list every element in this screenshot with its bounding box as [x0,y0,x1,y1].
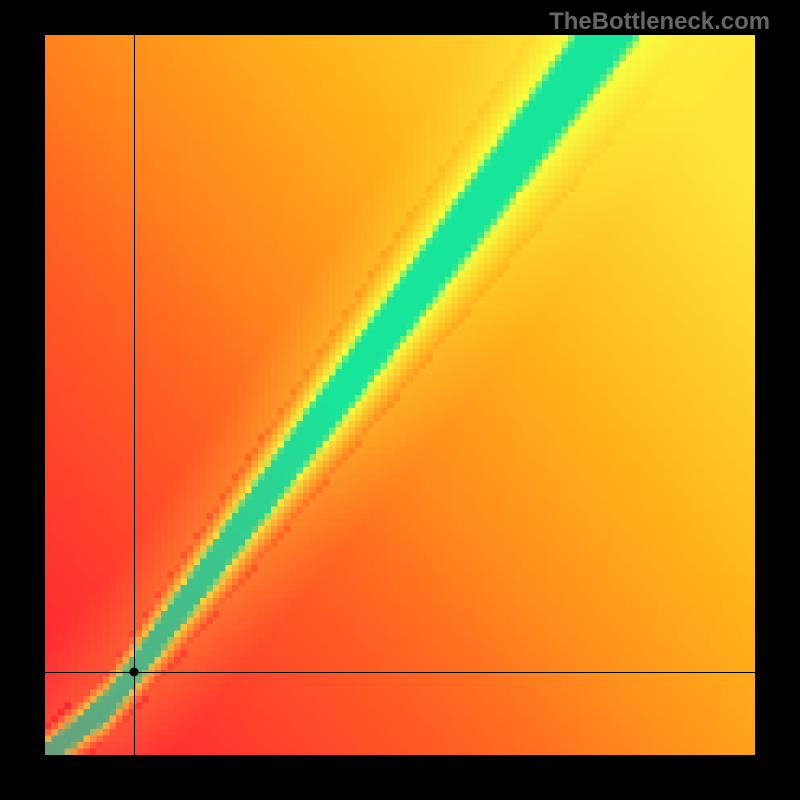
crosshair-vertical [134,35,135,755]
watermark-text: TheBottleneck.com [549,8,770,36]
crosshair-marker [129,668,138,677]
crosshair-horizontal [45,672,755,673]
chart-container: TheBottleneck.com [0,0,800,800]
heatmap-plot-area [45,35,755,755]
heatmap-canvas [45,35,755,755]
